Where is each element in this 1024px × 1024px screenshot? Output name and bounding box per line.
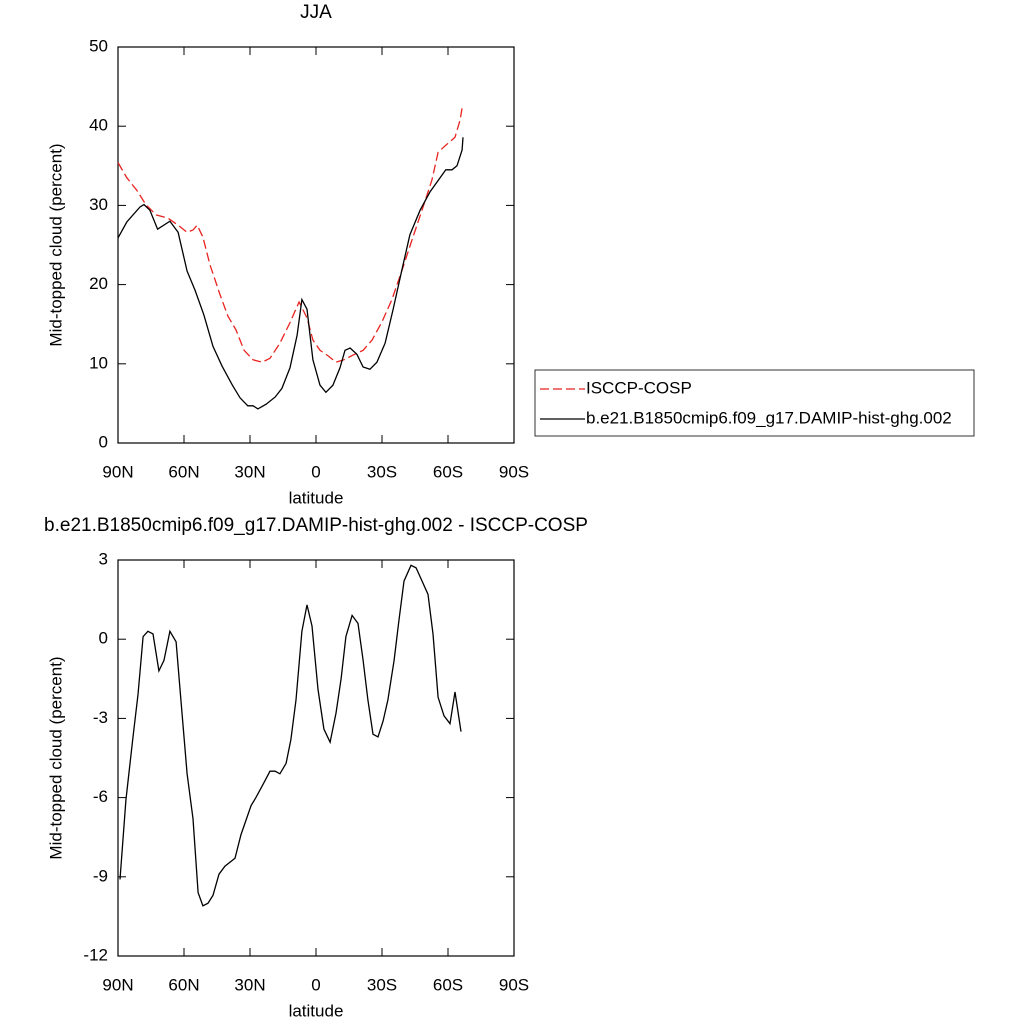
x-tick-label: 60N [168, 462, 199, 481]
y-tick-label: 10 [89, 353, 108, 372]
chart-title: JJA [300, 2, 332, 23]
x-axis-label: latitude [289, 488, 344, 507]
y-tick-label: -3 [93, 708, 108, 727]
y-axis-label: Mid-topped cloud (percent) [46, 143, 65, 346]
y-tick-label: 20 [89, 274, 108, 293]
y-tick-label: 50 [89, 36, 108, 55]
x-tick-label: 60N [168, 975, 199, 994]
y-tick-label: 0 [99, 432, 108, 451]
y-tick-label: 3 [99, 549, 108, 568]
x-tick-label: 0 [311, 975, 320, 994]
legend-label: b.e21.B1850cmip6.f09_g17.DAMIP-hist-ghg.… [586, 408, 952, 427]
x-tick-label: 90S [499, 975, 529, 994]
plot-frame [117, 559, 515, 957]
y-axis-label: Mid-topped cloud (percent) [46, 656, 65, 859]
x-tick-label: 30S [367, 462, 397, 481]
y-tick-label: 40 [89, 116, 108, 135]
x-tick-label: 60S [433, 462, 463, 481]
plot-frame [117, 46, 515, 444]
x-tick-label: 90N [102, 462, 133, 481]
legend-box [534, 369, 975, 437]
x-tick-label: 30N [234, 975, 265, 994]
x-tick-label: 90N [102, 975, 133, 994]
data-line [117, 137, 464, 410]
x-tick-label: 30S [367, 975, 397, 994]
chart-title: b.e21.B1850cmip6.f09_g17.DAMIP-hist-ghg.… [44, 515, 588, 536]
data-line [117, 107, 463, 363]
y-tick-label: -6 [93, 787, 108, 806]
x-tick-label: 30N [234, 462, 265, 481]
y-tick-label: 0 [99, 629, 108, 648]
y-tick-label: -9 [93, 866, 108, 885]
data-line [119, 564, 462, 907]
y-tick-label: -12 [83, 945, 108, 964]
x-tick-label: 0 [311, 462, 320, 481]
x-axis-label: latitude [289, 1001, 344, 1020]
legend-label: ISCCP-COSP [586, 378, 692, 397]
x-tick-label: 90S [499, 462, 529, 481]
x-tick-label: 60S [433, 975, 463, 994]
y-tick-label: 30 [89, 195, 108, 214]
